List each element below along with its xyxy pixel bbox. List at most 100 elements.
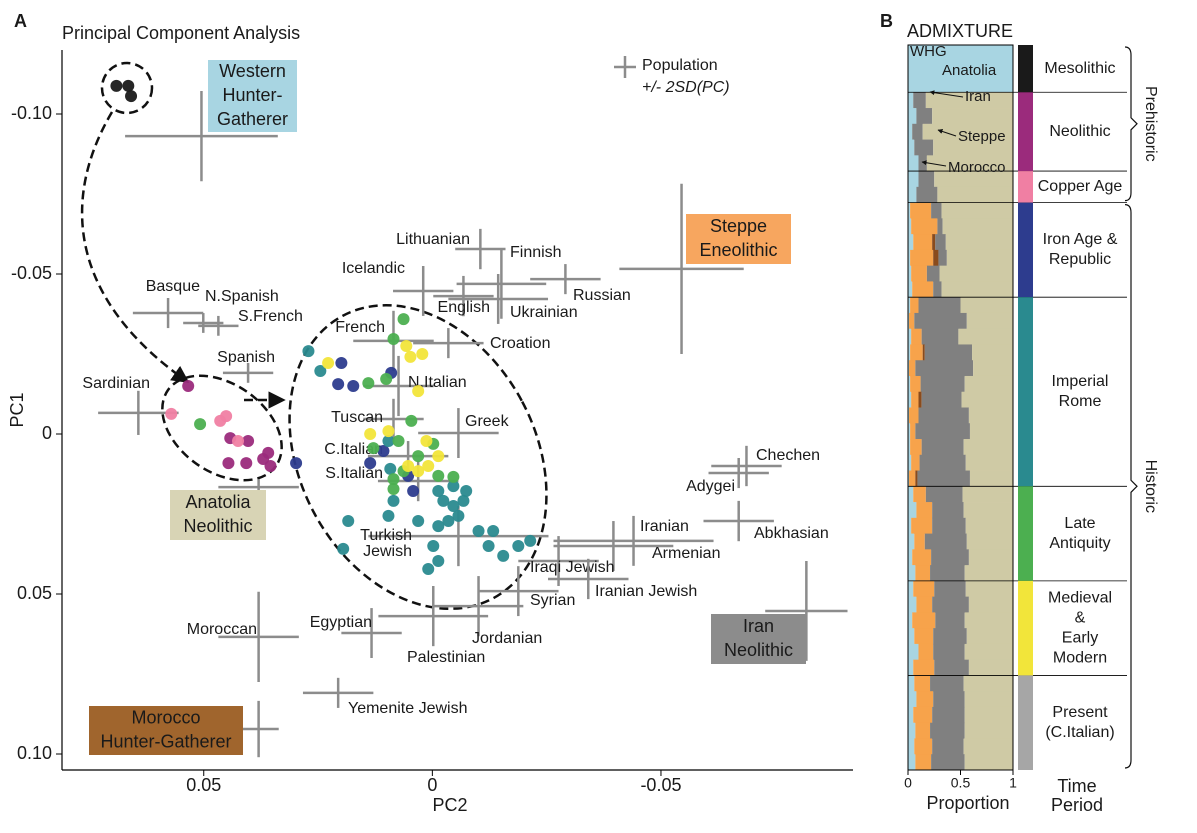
component-pointer: [929, 90, 964, 98]
admixture-segment: [916, 502, 933, 519]
population-label: N.Italian: [408, 374, 467, 391]
admixture-segment: [934, 659, 969, 676]
population-label: Greek: [465, 413, 510, 430]
period-label: Imperial: [1052, 373, 1109, 390]
admixture-segment: [908, 722, 916, 739]
admixture-segment: [908, 360, 910, 377]
sample-point: [322, 356, 335, 369]
sample-point: [347, 380, 360, 392]
admixture-segment: [964, 722, 1013, 739]
admixture-segment: [916, 108, 933, 125]
admixture-segment: [908, 108, 917, 125]
admixture-segment: [964, 375, 1013, 393]
source-box: [208, 60, 297, 132]
sample-point: [182, 380, 195, 392]
period-label: Antiquity: [1049, 535, 1110, 552]
admixture-segment: [911, 218, 938, 235]
period-label: Mesolithic: [1044, 60, 1115, 77]
admixture-segment: [913, 92, 926, 109]
sample-point: [447, 500, 460, 512]
admixture-segment: [932, 108, 1013, 125]
admixture-segment: [913, 580, 935, 598]
sample-point: [165, 407, 178, 420]
admixture-segment: [908, 123, 913, 140]
admixture-segment: [925, 92, 1013, 109]
admixture-segment: [915, 722, 931, 739]
admixture-segment: [908, 186, 917, 204]
era-bracket: [1124, 46, 1138, 202]
admixture-segment: [912, 612, 936, 629]
admixture-segment: [908, 234, 914, 251]
admixture-segment: [908, 76, 1013, 93]
population-label: Basque: [146, 278, 200, 295]
admixture-segment: [916, 596, 933, 613]
population-label: Abkhasian: [754, 525, 829, 542]
source-label: Anatolia: [185, 492, 251, 512]
chart-title: Principal Component Analysis: [62, 23, 300, 43]
sample-point: [460, 484, 473, 497]
sample-point: [404, 350, 417, 363]
sample-point: [332, 378, 345, 391]
x-tick-label: 1: [1009, 775, 1017, 791]
source-box: [686, 214, 791, 264]
y-tick-label: -0.05: [11, 263, 52, 283]
population-label: Chechen: [756, 447, 820, 464]
admixture-segment: [913, 706, 933, 724]
component-label: Anatolia: [942, 62, 997, 79]
source-label: Iran: [743, 616, 774, 636]
x-tick-label: 0: [904, 775, 912, 791]
sample-point: [125, 90, 138, 103]
population-label: Jewish: [363, 543, 412, 560]
sample-point: [242, 435, 255, 448]
population-label: Croation: [490, 335, 550, 352]
admixture-segment: [908, 407, 910, 424]
source-label: Morocco: [131, 707, 200, 727]
population-label: Yemenite Jewish: [348, 700, 467, 717]
admixture-segment: [918, 643, 934, 661]
admixture-segment: [911, 517, 933, 534]
sample-point: [302, 345, 315, 358]
admixture-segment: [908, 643, 919, 661]
sample-point: [447, 480, 460, 493]
sample-point: [482, 540, 495, 552]
admixture-segment: [908, 706, 914, 724]
admixture-segment: [918, 155, 927, 172]
admixture-segment: [908, 517, 912, 534]
sample-point: [407, 484, 420, 497]
y-tick-label: 0.05: [17, 583, 52, 603]
admixture-segment: [910, 297, 919, 314]
admixture-segment: [932, 502, 964, 519]
source-box: [89, 706, 243, 755]
admixture-segment: [969, 470, 1013, 487]
admixture-segment: [908, 470, 910, 487]
component-label: Steppe: [958, 128, 1006, 145]
population-label: Icelandic: [342, 260, 405, 277]
admixture-segment: [918, 171, 935, 188]
admixture-segment: [908, 659, 914, 676]
admixture-segment: [915, 360, 974, 377]
admixture-segment: [908, 612, 913, 629]
period-swatch: [1018, 486, 1033, 581]
sample-point: [122, 79, 135, 92]
admixture-segment: [934, 171, 1013, 188]
admixture-segment: [908, 691, 917, 708]
chart-title: ADMIXTURE: [907, 21, 1013, 41]
population-label: S.Italian: [325, 465, 383, 482]
admixture-segment: [945, 234, 1013, 251]
admixture-segment: [931, 549, 969, 566]
admixture-segment: [911, 265, 927, 282]
admixture-segment: [910, 202, 932, 219]
x-tick-label: 0: [427, 775, 437, 795]
admixture-segment: [908, 423, 911, 440]
period-label: Rome: [1059, 393, 1102, 410]
admixture-segment: [908, 92, 914, 109]
legend-title: Period: [1051, 795, 1103, 815]
sample-point: [412, 465, 425, 478]
admixture-segment: [966, 533, 1013, 550]
sample-point: [432, 484, 445, 497]
cluster-outline: [288, 304, 548, 610]
population-label: Egyptian: [310, 614, 372, 631]
admixture-segment: [969, 423, 1013, 440]
admixture-segment: [968, 407, 1013, 424]
y-tick-label: 0.10: [17, 743, 52, 763]
